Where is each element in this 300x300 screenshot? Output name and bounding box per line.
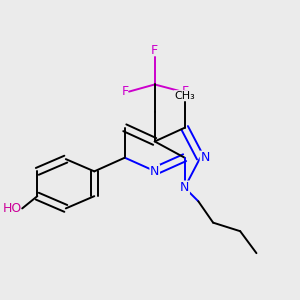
- Text: F: F: [122, 85, 129, 98]
- Text: N: N: [200, 151, 210, 164]
- Text: F: F: [151, 44, 158, 57]
- Text: N: N: [150, 165, 159, 178]
- Text: CH₃: CH₃: [174, 91, 195, 101]
- Text: N: N: [180, 181, 189, 194]
- Text: F: F: [182, 85, 189, 98]
- Text: HO: HO: [3, 202, 22, 215]
